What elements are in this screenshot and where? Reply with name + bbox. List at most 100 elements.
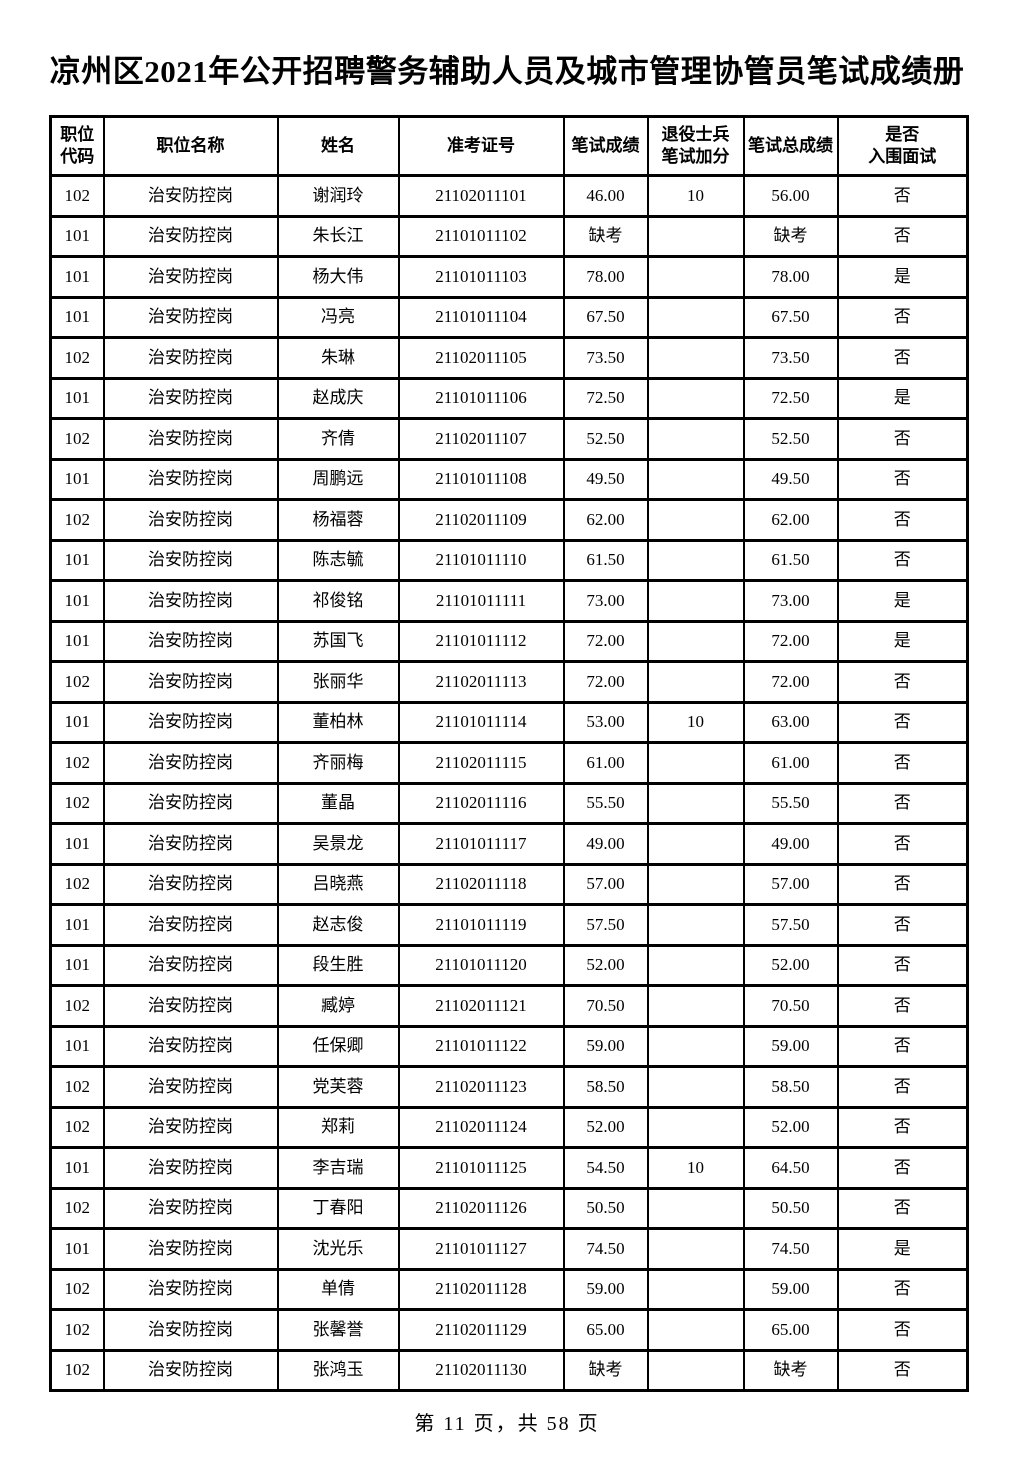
cell-bonus bbox=[646, 417, 745, 461]
table-row: 101 治安防控岗 周鹏远 21101011108 49.50 49.50 否 bbox=[49, 457, 969, 501]
cell-name: 臧婷 bbox=[276, 984, 400, 1028]
cell-name: 祁俊铭 bbox=[276, 579, 400, 623]
cell-ticket: 21102011101 bbox=[397, 174, 565, 218]
table-row: 102 治安防控岗 臧婷 21102011121 70.50 70.50 否 bbox=[49, 984, 969, 1028]
cell-position: 治安防控岗 bbox=[102, 781, 279, 825]
cell-total: 52.50 bbox=[742, 417, 839, 461]
cell-interview: 否 bbox=[836, 862, 969, 906]
cell-interview: 否 bbox=[836, 417, 969, 461]
table-row: 102 治安防控岗 杨福蓉 21102011109 62.00 62.00 否 bbox=[49, 498, 969, 542]
cell-code: 101 bbox=[49, 700, 105, 744]
cell-interview: 否 bbox=[836, 1267, 969, 1311]
cell-name: 谢润玲 bbox=[276, 174, 400, 218]
cell-name: 张馨誉 bbox=[276, 1308, 400, 1352]
cell-bonus bbox=[646, 255, 745, 299]
cell-position: 治安防控岗 bbox=[102, 943, 279, 987]
cell-position: 治安防控岗 bbox=[102, 538, 279, 582]
cell-position: 治安防控岗 bbox=[102, 376, 279, 420]
cell-score: 74.50 bbox=[562, 1227, 649, 1271]
score-table: 职位 代码 职位名称 姓名 准考证号 笔试成绩 退役士兵 笔试加分 笔试总成绩 … bbox=[49, 115, 969, 1392]
cell-bonus bbox=[646, 214, 745, 258]
cell-code: 101 bbox=[49, 903, 105, 947]
cell-total: 61.00 bbox=[742, 741, 839, 785]
cell-ticket: 21101011104 bbox=[397, 295, 565, 339]
cell-ticket: 21101011103 bbox=[397, 255, 565, 299]
cell-total: 72.00 bbox=[742, 660, 839, 704]
cell-position: 治安防控岗 bbox=[102, 619, 279, 663]
page-title: 凉州区2021年公开招聘警务辅助人员及城市管理协管员笔试成绩册 bbox=[49, 54, 965, 89]
cell-score: 49.00 bbox=[562, 822, 649, 866]
cell-ticket: 21102011105 bbox=[397, 336, 565, 380]
cell-bonus bbox=[646, 376, 745, 420]
cell-code: 101 bbox=[49, 1024, 105, 1068]
cell-bonus bbox=[646, 984, 745, 1028]
cell-code: 101 bbox=[49, 295, 105, 339]
cell-name: 张鸿玉 bbox=[276, 1348, 400, 1392]
cell-position: 治安防控岗 bbox=[102, 214, 279, 258]
cell-name: 赵志俊 bbox=[276, 903, 400, 947]
cell-score: 73.50 bbox=[562, 336, 649, 380]
cell-bonus bbox=[646, 822, 745, 866]
cell-name: 齐丽梅 bbox=[276, 741, 400, 785]
cell-score: 72.00 bbox=[562, 660, 649, 704]
cell-total: 74.50 bbox=[742, 1227, 839, 1271]
cell-name: 李吉瑞 bbox=[276, 1146, 400, 1190]
cell-total: 52.00 bbox=[742, 1105, 839, 1149]
header-row: 职位 代码 职位名称 姓名 准考证号 笔试成绩 退役士兵 笔试加分 笔试总成绩 … bbox=[49, 115, 969, 177]
cell-total: 59.00 bbox=[742, 1267, 839, 1311]
cell-interview: 否 bbox=[836, 781, 969, 825]
cell-total: 72.50 bbox=[742, 376, 839, 420]
cell-code: 102 bbox=[49, 1065, 105, 1109]
cell-ticket: 21102011121 bbox=[397, 984, 565, 1028]
cell-name: 段生胜 bbox=[276, 943, 400, 987]
cell-position: 治安防控岗 bbox=[102, 1267, 279, 1311]
cell-score: 缺考 bbox=[562, 1348, 649, 1392]
cell-code: 101 bbox=[49, 579, 105, 623]
cell-position: 治安防控岗 bbox=[102, 1348, 279, 1392]
cell-interview: 是 bbox=[836, 579, 969, 623]
cell-position: 治安防控岗 bbox=[102, 457, 279, 501]
cell-interview: 是 bbox=[836, 255, 969, 299]
column-header-bonus: 退役士兵 笔试加分 bbox=[646, 115, 745, 177]
cell-code: 101 bbox=[49, 255, 105, 299]
cell-position: 治安防控岗 bbox=[102, 1308, 279, 1352]
cell-interview: 否 bbox=[836, 295, 969, 339]
table-row: 102 治安防控岗 齐倩 21102011107 52.50 52.50 否 bbox=[49, 417, 969, 461]
cell-bonus bbox=[646, 295, 745, 339]
cell-total: 56.00 bbox=[742, 174, 839, 218]
cell-score: 49.50 bbox=[562, 457, 649, 501]
cell-bonus bbox=[646, 1186, 745, 1230]
cell-position: 治安防控岗 bbox=[102, 660, 279, 704]
cell-name: 党芙蓉 bbox=[276, 1065, 400, 1109]
cell-name: 郑莉 bbox=[276, 1105, 400, 1149]
cell-interview: 否 bbox=[836, 903, 969, 947]
cell-total: 73.00 bbox=[742, 579, 839, 623]
cell-interview: 是 bbox=[836, 619, 969, 663]
cell-ticket: 21102011116 bbox=[397, 781, 565, 825]
cell-position: 治安防控岗 bbox=[102, 579, 279, 623]
cell-total: 61.50 bbox=[742, 538, 839, 582]
cell-name: 朱琳 bbox=[276, 336, 400, 380]
cell-name: 杨福蓉 bbox=[276, 498, 400, 542]
cell-position: 治安防控岗 bbox=[102, 1146, 279, 1190]
cell-bonus bbox=[646, 1308, 745, 1352]
cell-interview: 是 bbox=[836, 376, 969, 420]
cell-position: 治安防控岗 bbox=[102, 741, 279, 785]
table-row: 101 治安防控岗 沈光乐 21101011127 74.50 74.50 是 bbox=[49, 1227, 969, 1271]
cell-ticket: 21102011124 bbox=[397, 1105, 565, 1149]
cell-name: 周鹏远 bbox=[276, 457, 400, 501]
cell-code: 102 bbox=[49, 1348, 105, 1392]
cell-total: 59.00 bbox=[742, 1024, 839, 1068]
table-row: 102 治安防控岗 谢润玲 21102011101 46.00 10 56.00 否 bbox=[49, 174, 969, 218]
table-row: 102 治安防控岗 党芙蓉 21102011123 58.50 58.50 否 bbox=[49, 1065, 969, 1109]
cell-score: 57.50 bbox=[562, 903, 649, 947]
cell-position: 治安防控岗 bbox=[102, 417, 279, 461]
cell-interview: 否 bbox=[836, 457, 969, 501]
cell-score: 53.00 bbox=[562, 700, 649, 744]
cell-bonus bbox=[646, 336, 745, 380]
cell-position: 治安防控岗 bbox=[102, 700, 279, 744]
cell-bonus bbox=[646, 903, 745, 947]
cell-total: 64.50 bbox=[742, 1146, 839, 1190]
column-header-interview: 是否 入围面试 bbox=[836, 115, 969, 177]
